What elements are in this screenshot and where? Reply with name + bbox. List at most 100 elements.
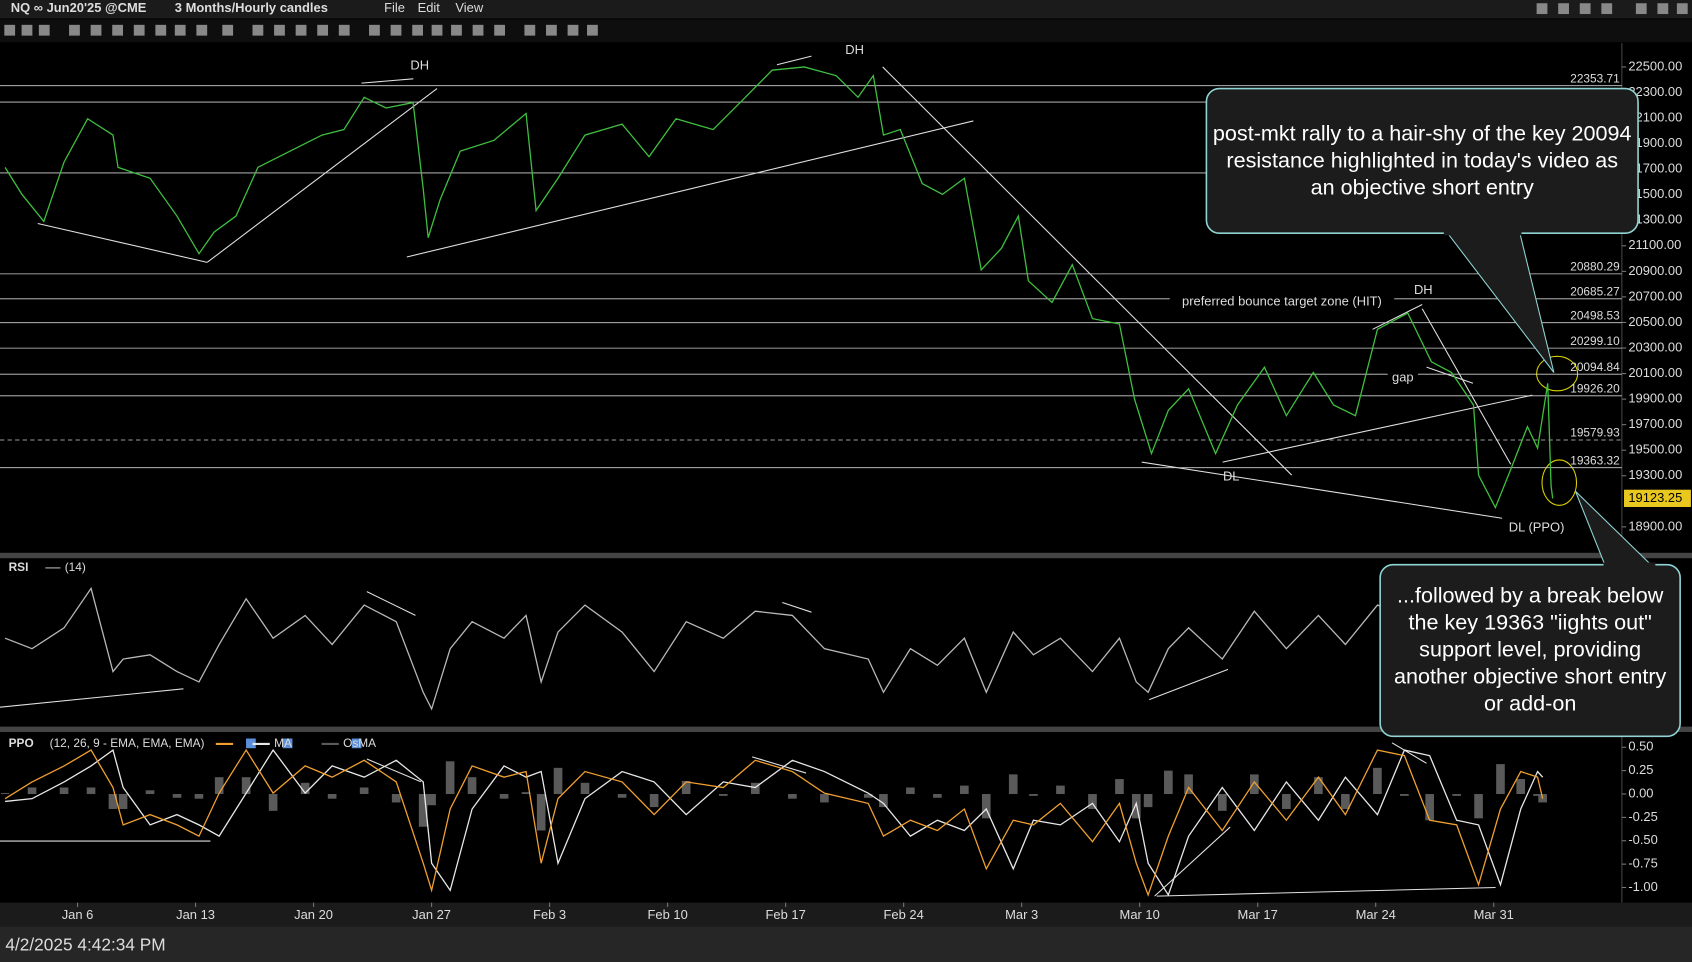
panel-separator[interactable] — [0, 726, 1692, 733]
y-tick-label: 21500.00 — [1628, 186, 1682, 201]
histogram-bar — [617, 794, 627, 798]
histogram-bar — [0, 793, 10, 795]
histogram-bar — [649, 794, 659, 808]
histogram-bar — [1029, 794, 1038, 796]
trendlines[interactable] — [0, 55, 1533, 897]
histogram-bar — [1184, 774, 1193, 795]
symbol[interactable]: NQ ∞ Jun20'25 @CME — [11, 0, 147, 15]
y-tick-label: 0.00 — [1628, 785, 1653, 800]
highlight-circles — [1536, 355, 1579, 506]
last-price-label: 19123.25 — [1628, 490, 1682, 505]
histogram-bar — [1088, 794, 1097, 809]
histogram-bar — [1056, 785, 1065, 795]
y-tick-label: 19900.00 — [1628, 391, 1682, 406]
legend-checkbox[interactable] — [246, 738, 256, 749]
histogram-bar — [788, 794, 797, 799]
histogram-bar — [681, 780, 691, 795]
histogram-bar — [145, 790, 155, 795]
interval[interactable]: 3 Months/Hourly candles — [175, 0, 328, 15]
y-tick-label: -0.75 — [1628, 856, 1657, 871]
toolbar-icons[interactable] — [4, 3, 1688, 36]
y-tick-label: 22300.00 — [1628, 84, 1682, 99]
x-tick-label: Jan 27 — [412, 907, 451, 922]
y-tick-label: 21100.00 — [1628, 237, 1681, 252]
histogram-bar — [906, 787, 915, 795]
histogram-bar — [879, 794, 888, 808]
y-tick-label: 20300.00 — [1628, 339, 1682, 354]
histogram-bar — [467, 777, 477, 795]
histogram-bar — [1143, 794, 1153, 808]
histogram-bar — [1373, 767, 1382, 795]
histogram-bar — [1516, 779, 1526, 795]
panel-title: PPO — [9, 736, 34, 750]
histogram-bar — [1496, 764, 1505, 795]
histogram-bar — [1250, 774, 1259, 795]
x-tick-label: Jan 6 — [62, 907, 94, 922]
callout: post-mkt rally to a hair-shy of the key … — [1205, 87, 1639, 373]
menu-item[interactable]: View — [455, 0, 483, 15]
y-tick-label: 19700.00 — [1628, 416, 1682, 431]
callout: ...followed by a break below the key 193… — [1379, 490, 1681, 738]
y-tick-label: -0.50 — [1628, 832, 1657, 847]
histogram-bar — [300, 782, 310, 795]
histogram-bar — [553, 767, 563, 795]
histogram-bar — [359, 787, 369, 795]
y-tick-label: 21700.00 — [1628, 161, 1682, 176]
y-tick-label: -0.25 — [1628, 809, 1657, 824]
histogram-bar — [108, 794, 118, 809]
timestamp: 4/2/2025 4:42:34 PM — [5, 934, 165, 954]
histogram-bar — [750, 782, 760, 795]
plot-area: 22500.00 22300.00 22100.00 21900.00 21700.00… — [0, 42, 1691, 922]
x-tick-label: Mar 24 — [1356, 907, 1396, 922]
date-axis — [0, 902, 1692, 927]
data-line — [5, 748, 1544, 897]
y-tick-label: 20700.00 — [1628, 288, 1682, 303]
y-tick-label: 22500.00 — [1628, 58, 1682, 73]
y-tick-label: 20500.00 — [1628, 314, 1682, 329]
y-tick-label: 22100.00 — [1628, 109, 1682, 124]
histogram-bar — [391, 794, 401, 803]
legend-checkbox[interactable] — [282, 738, 293, 749]
histogram-bar — [1533, 794, 1542, 796]
histogram-bar — [1452, 794, 1461, 796]
histogram-bar — [445, 761, 455, 795]
y-tick-label: 19500.00 — [1628, 442, 1682, 457]
last-price-box — [1624, 489, 1691, 507]
annotation: DL — [1223, 469, 1240, 484]
data-line — [4, 66, 1554, 510]
level-label: 20685.27 — [1570, 284, 1619, 298]
x-tick-label: Mar 17 — [1238, 907, 1278, 922]
level-label: 20094.84 — [1570, 360, 1620, 374]
histogram-bar — [499, 794, 509, 799]
y-tick-label: 18900.00 — [1628, 518, 1682, 533]
legend-label: MA — [274, 736, 292, 750]
menu-item[interactable]: Edit — [418, 0, 441, 15]
panel-subtitle: (14) — [65, 560, 86, 574]
histogram-bar — [172, 794, 182, 798]
histogram-bar — [981, 794, 991, 819]
x-tick-label: Mar 31 — [1474, 907, 1514, 922]
data-line — [4, 586, 1544, 711]
level-label: 19363.32 — [1570, 453, 1619, 467]
y-tick-label: 21300.00 — [1628, 212, 1682, 227]
histogram-bar — [327, 794, 337, 799]
histogram-bar — [427, 794, 436, 806]
menu-item[interactable]: File — [384, 0, 405, 15]
level-label: 20880.29 — [1570, 260, 1620, 274]
annotation-bg — [1387, 369, 1418, 387]
level-label: 20498.53 — [1570, 308, 1620, 322]
legend-checkbox[interactable] — [351, 738, 362, 749]
histogram-bar — [241, 777, 251, 795]
histogram-bar — [820, 794, 829, 803]
panel-separator[interactable] — [0, 552, 1692, 559]
histogram-bar — [194, 794, 204, 799]
histogram-bar — [27, 787, 37, 795]
title-bar — [0, 0, 1692, 19]
x-tick-label: Feb 17 — [766, 907, 806, 922]
annotation: DH — [1414, 282, 1433, 297]
legend-label: OsMA — [343, 736, 376, 750]
histogram-bar — [268, 794, 278, 811]
status-bar — [0, 926, 1692, 962]
